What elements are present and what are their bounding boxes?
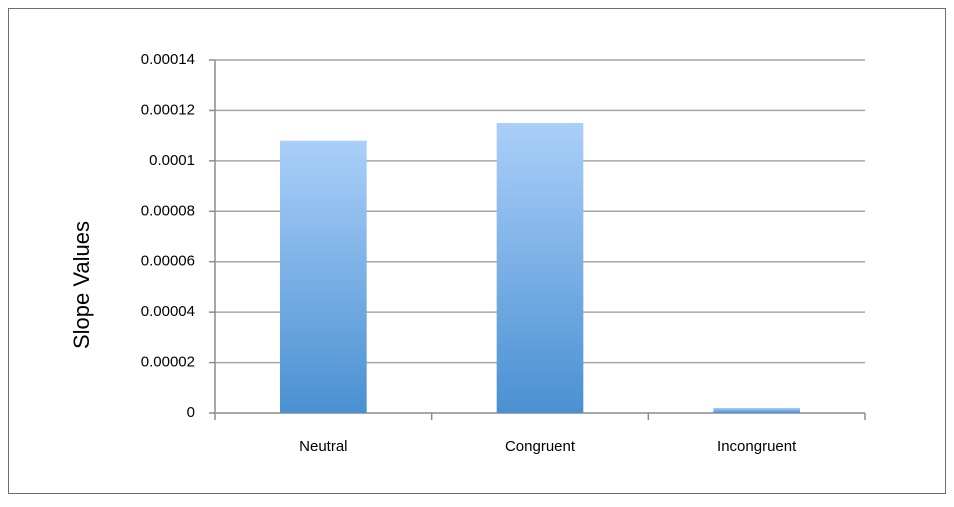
y-tick-label: 0.0001 (149, 152, 195, 169)
chart-frame (8, 8, 946, 494)
y-tick-label: 0.00004 (141, 303, 195, 320)
y-tick-label: 0.00002 (141, 354, 195, 371)
y-tick-label: 0.00006 (141, 253, 195, 270)
x-tick-label: Congruent (505, 438, 576, 455)
y-tick-label: 0 (187, 404, 195, 421)
y-axis-title: Slope Values (69, 221, 94, 349)
bar (713, 407, 800, 413)
y-tick-label: 0.00012 (141, 101, 195, 118)
x-tick-label: Incongruent (717, 438, 797, 455)
bar (496, 123, 584, 414)
y-tick-label: 0.00014 (141, 51, 195, 68)
y-tick-label: 0.00008 (141, 202, 195, 219)
x-tick-label: Neutral (299, 438, 347, 455)
bar (280, 140, 367, 413)
